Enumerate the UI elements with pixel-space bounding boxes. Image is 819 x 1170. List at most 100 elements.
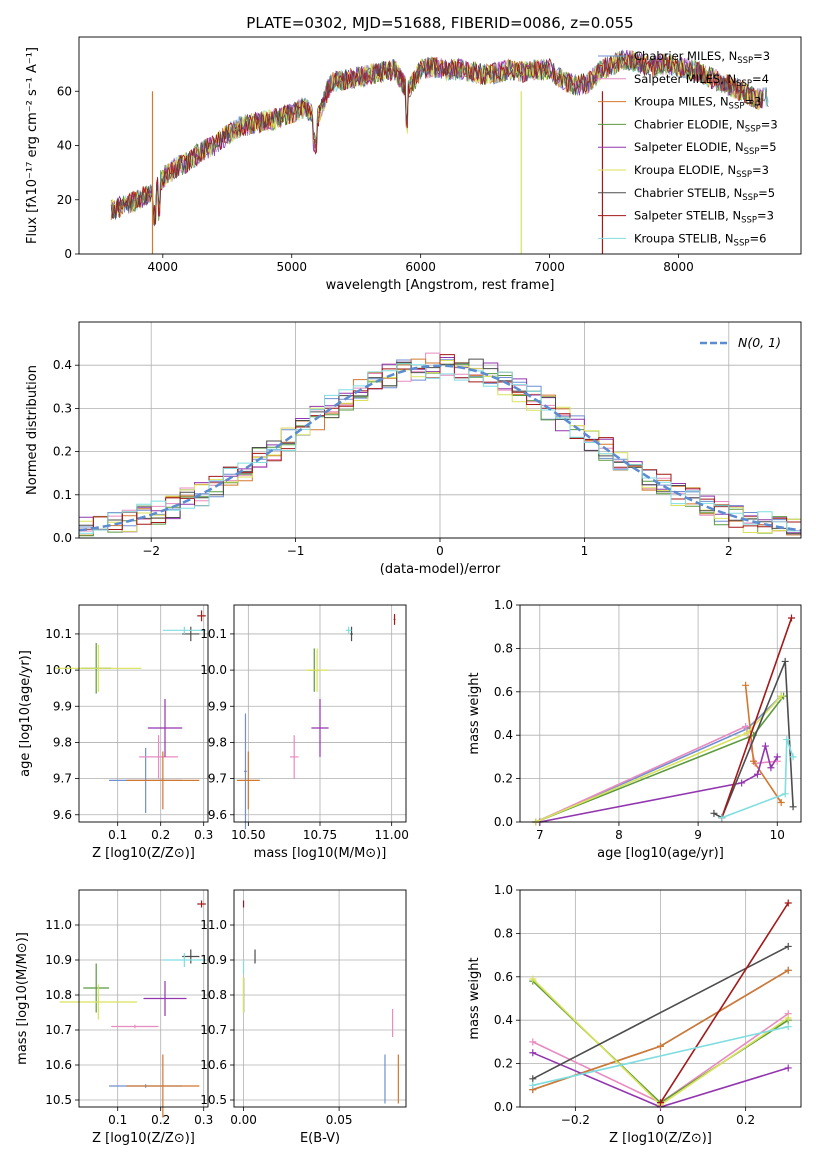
y-tick-label: 0.8	[494, 641, 513, 655]
y-tick-label: 60	[57, 84, 72, 98]
y-tick-label: 9.6	[208, 808, 227, 822]
legend-subscript: SSP	[736, 170, 752, 180]
x-tick-label: 0.1	[108, 828, 127, 842]
spectrum-line-chabrier-stelib	[110, 50, 769, 227]
errorbar-point-chabrier-stelib	[350, 626, 353, 642]
y-tick-label: 10.5	[45, 1093, 72, 1107]
y-tick-label: 0.2	[494, 1057, 513, 1071]
y-axis-label: Flux [fλ10⁻¹⁷ erg cm⁻² s⁻¹ A⁻¹]	[25, 47, 40, 244]
x-axis-label: Z [log10(Z/Z⊙)]	[609, 1131, 712, 1146]
errorbar-point-salpeter-miles	[289, 735, 299, 779]
panel-weight_vs_age: 7 8 9 10 0.0 0.2 0.4 0.6 0.8 1.0 age [log10(age/yr…	[467, 598, 802, 861]
legend-value: =3	[761, 117, 778, 131]
x-tick-label: 10	[770, 828, 785, 842]
x-tick-label: 6000	[405, 260, 436, 274]
x-tick-label: 0	[657, 1113, 665, 1127]
y-tick-label: 0	[64, 247, 72, 261]
weight-marker	[788, 614, 796, 622]
errorbar-point-salpeter-stelib	[197, 900, 206, 908]
spectrum-line-chabrier-elodie	[110, 54, 764, 224]
panel-residuals: −2 −1 0 1 2 0.0 0.1 0.2 0.3 0.4 (data-model)/error…	[25, 321, 802, 577]
x-axis-label: wavelength [Angstrom, rest frame]	[326, 278, 555, 293]
y-tick-label: 0.6	[494, 970, 513, 984]
y-axis-label: Normed distribution	[25, 365, 40, 495]
legend-value: =3	[757, 209, 774, 223]
legend-value: =5	[758, 186, 775, 200]
legend-entry: Chabrier ELODIE, NSSP=3	[634, 117, 778, 134]
weight-line	[713, 661, 794, 819]
weight-marker	[742, 681, 750, 689]
errorbar-point-kroupa-elodie	[305, 648, 329, 692]
x-tick-label: 4000	[148, 260, 179, 274]
y-tick-label: 9.8	[53, 735, 72, 749]
axes-frame	[78, 604, 209, 823]
weight-marker	[777, 798, 785, 806]
y-tick-label: 0.0	[494, 815, 513, 829]
errorbar-point-salpeter-miles	[139, 735, 178, 779]
x-tick-label: 5000	[276, 260, 307, 274]
errorbar-point-salpeter-elodie	[311, 699, 329, 757]
x-tick-label: 10.75	[303, 828, 337, 842]
x-tick-label: 11.00	[374, 828, 408, 842]
y-tick-label: 10.7	[45, 1023, 72, 1037]
y-tick-label: 40	[57, 139, 72, 153]
y-tick-label: 0.4	[53, 358, 72, 372]
legend-value: =3	[753, 49, 770, 63]
weight-marker	[784, 899, 792, 907]
weight-series-salpeter-stelib	[718, 614, 796, 822]
y-tick-label: 10.9	[200, 953, 227, 967]
weight-marker	[784, 1014, 792, 1022]
errorbar-point-kroupa-miles	[126, 751, 200, 810]
histogram-kroupa-stelib	[79, 363, 801, 534]
y-tick-label: 20	[57, 193, 72, 207]
legend-entry: N(0, 1)	[738, 335, 781, 350]
errorbar-point-salpeter-stelib	[393, 614, 396, 625]
y-tick-label: 10.5	[200, 1093, 227, 1107]
y-tick-label: 1.0	[494, 598, 513, 612]
weight-series-salpeter-elodie	[536, 742, 781, 826]
weight-marker	[710, 809, 718, 817]
errorbar-point-chabrier-stelib	[182, 949, 200, 964]
y-axis-label: mass [log10(M/M⊙)]	[15, 932, 30, 1065]
weight-line	[535, 695, 782, 823]
panel-weight_vs_Z: −0.2 0 0.2 0.0 0.2 0.4 0.6 0.8 1.0 Z [log10(Z/Z⊙)…	[467, 883, 802, 1146]
y-tick-label: 10.1	[200, 627, 227, 641]
legend-entry: Chabrier STELIB, NSSP=5	[634, 186, 775, 203]
y-tick-label: 10.1	[45, 627, 72, 641]
legend-entry: Chabrier MILES, NSSP=3	[634, 49, 770, 66]
weight-marker	[777, 692, 785, 700]
x-tick-label: 10.50	[231, 828, 265, 842]
axes-frame	[78, 321, 802, 539]
weight-marker	[781, 657, 789, 665]
legend-subscript: SSP	[734, 238, 750, 248]
errorbar-point-salpeter-stelib	[197, 610, 206, 622]
weight-marker	[753, 770, 761, 778]
legend-entry: Kroupa ELODIE, NSSP=3	[634, 163, 769, 180]
legend-subscript: SSP	[744, 147, 760, 157]
weight-marker	[657, 1042, 664, 1050]
x-tick-label: 7000	[534, 260, 565, 274]
y-tick-label: 10.0	[200, 663, 227, 677]
legend-entry: Salpeter ELODIE, NSSP=5	[634, 140, 777, 157]
weight-marker	[789, 753, 797, 761]
x-axis-label: (data-model)/error	[380, 562, 501, 577]
axes-frame	[233, 604, 407, 823]
legend-entry: Kroupa STELIB, NSSP=6	[634, 231, 766, 248]
weight-marker	[742, 723, 750, 731]
errorbar-point-kroupa-stelib	[162, 626, 206, 634]
legend-value: =6	[749, 231, 766, 245]
weight-marker	[789, 803, 797, 811]
y-axis-label: mass weight	[467, 957, 482, 1039]
y-tick-label: 0.8	[494, 926, 513, 940]
y-tick-label: 10.6	[200, 1058, 227, 1072]
x-tick-label: 0	[436, 544, 444, 558]
y-tick-label: 0.0	[494, 1100, 513, 1114]
errorbar-point-kroupa-stelib	[162, 953, 206, 967]
y-tick-label: 9.6	[53, 808, 72, 822]
y-tick-label: 11.0	[200, 918, 227, 932]
legend: Chabrier MILES, NSSP=3 Salpeter MILES, NS…	[598, 49, 778, 248]
weight-marker	[657, 1099, 664, 1107]
weight-marker	[784, 1023, 792, 1031]
weight-marker	[743, 729, 751, 737]
y-tick-label: 10.0	[45, 663, 72, 677]
